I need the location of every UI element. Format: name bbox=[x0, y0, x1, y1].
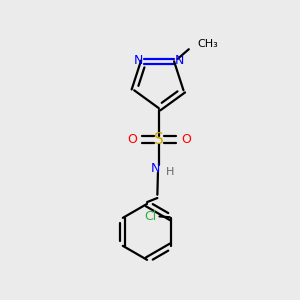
Text: CH₃: CH₃ bbox=[198, 39, 218, 49]
Text: O: O bbox=[181, 133, 191, 146]
Text: S: S bbox=[154, 132, 164, 147]
Text: N: N bbox=[175, 54, 184, 67]
Text: H: H bbox=[166, 167, 174, 177]
Text: N: N bbox=[150, 162, 160, 175]
Text: O: O bbox=[127, 133, 137, 146]
Text: Cl: Cl bbox=[145, 210, 157, 223]
Text: N: N bbox=[134, 54, 143, 67]
